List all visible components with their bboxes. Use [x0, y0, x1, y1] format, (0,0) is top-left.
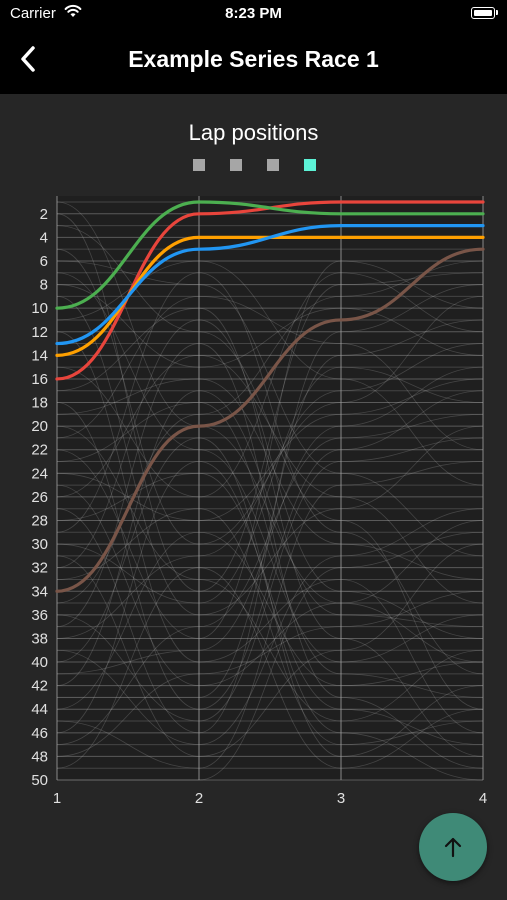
plot-area — [57, 196, 483, 780]
background-series-line — [56, 201, 484, 663]
background-series-line — [56, 461, 484, 781]
background-series-line — [56, 437, 484, 757]
x-tick-label: 2 — [195, 790, 203, 807]
legend-marker-1[interactable] — [193, 159, 205, 171]
y-tick-label: 38 — [31, 630, 48, 647]
background-series-line — [56, 508, 484, 746]
battery-tip — [496, 10, 498, 15]
background-series-line — [56, 343, 484, 639]
background-series-line — [56, 508, 484, 746]
background-series-line — [56, 366, 484, 675]
chart-title: Lap positions — [188, 120, 319, 145]
y-tick-label: 48 — [31, 748, 48, 765]
background-series-line — [56, 272, 484, 663]
y-tick-label: 40 — [31, 654, 48, 671]
y-tick-label: 26 — [31, 489, 48, 506]
y-tick-label: 30 — [31, 536, 48, 553]
background-series-line — [56, 272, 484, 675]
x-tick-label: 1 — [53, 790, 61, 807]
y-tick-label: 4 — [40, 229, 48, 246]
battery-icon — [471, 7, 495, 19]
chevron-left-icon[interactable] — [12, 42, 46, 76]
background-series-line — [56, 425, 484, 722]
background-series-line — [56, 413, 484, 746]
background-series-line — [56, 590, 484, 757]
background-series-line — [56, 390, 484, 687]
background-series-line — [56, 531, 484, 710]
background-series-line — [56, 213, 484, 592]
y-tick-label: 22 — [31, 442, 48, 459]
background-series-line — [56, 284, 484, 368]
y-tick-label: 6 — [40, 253, 48, 270]
y-tick-label: 8 — [40, 277, 48, 294]
background-series-line — [56, 248, 484, 545]
background-series-line — [56, 437, 484, 722]
y-tick-label: 50 — [31, 772, 48, 789]
background-series-line — [56, 260, 484, 639]
y-tick-label: 44 — [31, 701, 48, 718]
x-tick-label: 3 — [337, 790, 345, 807]
background-series-line — [56, 354, 484, 604]
background-series-line — [56, 307, 484, 757]
background-series-line — [57, 531, 484, 781]
wifi-icon — [64, 4, 82, 17]
y-tick-label: 34 — [31, 583, 48, 600]
scroll-to-top-button[interactable] — [419, 813, 487, 881]
background-series-line — [56, 461, 484, 769]
background-series-line — [56, 402, 484, 698]
y-tick-label: 20 — [31, 418, 48, 435]
series-line-4 — [55, 223, 485, 346]
legend-marker-3[interactable] — [267, 159, 279, 171]
background-series-line — [56, 331, 484, 734]
background-series-line — [56, 284, 484, 734]
y-tick-label: 24 — [31, 465, 48, 482]
background-series-line — [56, 343, 484, 769]
y-tick-label: 2 — [40, 206, 48, 223]
background-series-line — [56, 378, 484, 521]
y-tick-label: 16 — [31, 371, 48, 388]
page-title: Example Series Race 1 — [128, 46, 379, 72]
series-line-3 — [55, 235, 485, 357]
series-line-1 — [55, 200, 485, 381]
legend-marker-2[interactable] — [230, 159, 242, 171]
y-tick-label: 36 — [31, 607, 48, 624]
status-bar: Carrier 8:23 PM — [0, 0, 507, 28]
y-tick-label: 46 — [31, 725, 48, 742]
y-tick-label: 18 — [31, 395, 48, 412]
x-tick-label: 4 — [479, 790, 487, 807]
background-series-line — [56, 484, 484, 687]
background-series-line — [56, 366, 484, 604]
clock: 8:23 PM — [225, 5, 282, 22]
series-line-2 — [55, 200, 485, 310]
background-series-line — [56, 295, 484, 451]
y-tick-label: 12 — [31, 324, 48, 341]
y-tick-label: 32 — [31, 560, 48, 577]
y-tick-label: 28 — [31, 512, 48, 529]
arrow-up-icon — [444, 837, 462, 858]
carrier-label: Carrier — [10, 5, 56, 22]
background-series-line — [56, 319, 484, 698]
y-tick-label: 42 — [31, 678, 48, 695]
navigation-bar: Example Series Race 1 — [0, 28, 507, 94]
background-series-line — [56, 378, 484, 580]
background-series-line — [56, 295, 484, 616]
y-tick-label: 10 — [31, 300, 48, 317]
y-tick-label: 14 — [31, 347, 48, 364]
background-series-line — [56, 543, 484, 757]
legend-marker-4[interactable] — [304, 159, 316, 171]
series-line-5 — [55, 247, 485, 593]
background-series-line — [56, 567, 484, 769]
